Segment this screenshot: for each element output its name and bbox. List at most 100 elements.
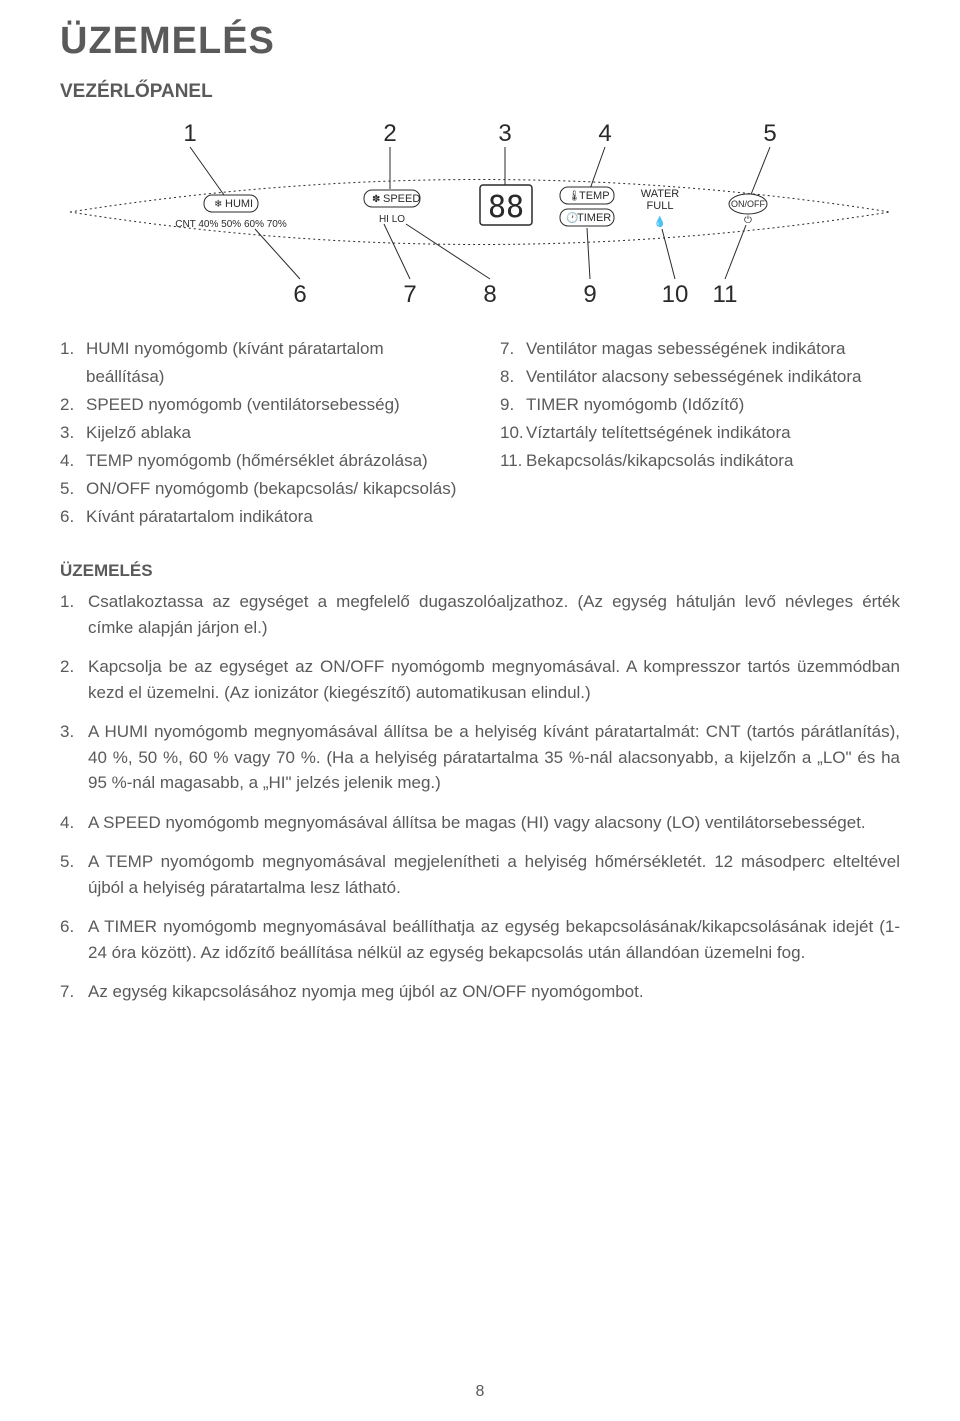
timer-label: TIMER bbox=[577, 212, 611, 224]
water-sub-label: FULL bbox=[647, 200, 674, 212]
step-number: 4. bbox=[60, 810, 88, 836]
legend-item-text: HUMI nyomógomb (kívánt páratartalom beál… bbox=[86, 335, 460, 391]
legend-item-text: Víztartály telítettségének indikátora bbox=[526, 419, 900, 447]
step-text: Csatlakoztassa az egységet a megfelelő d… bbox=[88, 589, 900, 640]
water-label: WATER bbox=[641, 188, 680, 200]
legend-item-text: SPEED nyomógomb (ventilátorsebesség) bbox=[86, 391, 460, 419]
legend-item-text: Ventilátor alacsony sebességének indikát… bbox=[526, 363, 900, 391]
step-text: A TEMP nyomógomb megnyomásával megjelení… bbox=[88, 849, 900, 900]
legend-item-number: 1. bbox=[60, 335, 86, 363]
control-panel-svg: 1 2 3 4 5 ❄ HUMI CNT 40% 50% 60% 70% bbox=[60, 117, 900, 307]
onoff-label: ON/OFF bbox=[731, 199, 765, 209]
leader-line bbox=[190, 147, 224, 195]
leader-line bbox=[406, 224, 490, 279]
legend-item-text: Ventilátor magas sebességének indikátora bbox=[526, 335, 900, 363]
control-panel-diagram: 1 2 3 4 5 ❄ HUMI CNT 40% 50% 60% 70% bbox=[60, 117, 900, 307]
legend-item-number: 4. bbox=[60, 447, 86, 475]
step-number: 3. bbox=[60, 719, 88, 745]
leader-line bbox=[255, 229, 300, 279]
leader-line bbox=[750, 147, 770, 197]
onoff-button-group: ON/OFF ⏻ bbox=[729, 194, 767, 226]
power-icon: ⏻ bbox=[744, 215, 752, 226]
legend-item-row: 9.TIMER nyomógomb (Időzítő) bbox=[500, 391, 900, 419]
leader-line bbox=[587, 228, 590, 279]
legend-item-row: 1.HUMI nyomógomb (kívánt páratartalom be… bbox=[60, 335, 460, 391]
legend-item-text: Kívánt páratartalom indikátora bbox=[86, 503, 460, 531]
step-number: 6. bbox=[60, 914, 88, 940]
section-heading: ÜZEMELÉS bbox=[60, 561, 900, 581]
display-group: 88 bbox=[480, 185, 532, 225]
step-number: 2. bbox=[60, 654, 88, 680]
step-text: A TIMER nyomógomb megnyomásával beállíth… bbox=[88, 914, 900, 965]
speed-label: SPEED bbox=[383, 193, 420, 205]
legend-item-number: 10. bbox=[500, 419, 526, 447]
legend-item-row: 4.TEMP nyomógomb (hőmérséklet ábrázolása… bbox=[60, 447, 460, 475]
step-row: 2.Kapcsolja be az egységet az ON/OFF nyo… bbox=[60, 654, 900, 705]
humi-sub-label: CNT 40% 50% 60% 70% bbox=[175, 219, 287, 230]
legend-item-row: 6.Kívánt páratartalom indikátora bbox=[60, 503, 460, 531]
callout-10: 10 bbox=[662, 281, 689, 307]
callout-1: 1 bbox=[183, 120, 196, 147]
callout-8: 8 bbox=[483, 281, 496, 307]
legend-item-number: 8. bbox=[500, 363, 526, 391]
temp-button-group: 🌡 TEMP 🕐 TIMER bbox=[560, 187, 614, 226]
callout-6: 6 bbox=[293, 281, 306, 307]
callout-9: 9 bbox=[583, 281, 596, 307]
temp-label: TEMP bbox=[579, 190, 610, 202]
legend-item-row: 10.Víztartály telítettségének indikátora bbox=[500, 419, 900, 447]
leader-line bbox=[725, 225, 746, 279]
callout-2: 2 bbox=[383, 120, 396, 147]
leader-line bbox=[384, 224, 410, 279]
steps-list: 1.Csatlakoztassa az egységet a megfelelő… bbox=[60, 589, 900, 1005]
legend-item-row: 8.Ventilátor alacsony sebességének indik… bbox=[500, 363, 900, 391]
speed-button-group: ✽ SPEED HI LO bbox=[364, 190, 420, 225]
callout-4: 4 bbox=[598, 120, 611, 147]
step-text: Az egység kikapcsolásához nyomja meg újb… bbox=[88, 979, 900, 1005]
legend-item-row: 7.Ventilátor magas sebességének indikáto… bbox=[500, 335, 900, 363]
legend-item-number: 9. bbox=[500, 391, 526, 419]
step-row: 3.A HUMI nyomógomb megnyomásával állítsa… bbox=[60, 719, 900, 796]
step-text: A SPEED nyomógomb megnyomásával állítsa … bbox=[88, 810, 900, 836]
legend-columns: 1.HUMI nyomógomb (kívánt páratartalom be… bbox=[60, 335, 900, 531]
legend-item-text: Kijelző ablaka bbox=[86, 419, 460, 447]
legend-item-number: 3. bbox=[60, 419, 86, 447]
legend-item-row: 5.ON/OFF nyomógomb (bekapcsolás/ kikapcs… bbox=[60, 475, 460, 503]
legend-item-row: 2.SPEED nyomógomb (ventilátorsebesség) bbox=[60, 391, 460, 419]
leader-line bbox=[662, 229, 675, 279]
legend-item-text: ON/OFF nyomógomb (bekapcsolás/ kikapcsol… bbox=[86, 475, 460, 503]
legend-item-number: 11. bbox=[500, 447, 526, 475]
water-full-group: WATER FULL 💧 bbox=[641, 188, 680, 228]
page-number: 8 bbox=[0, 1383, 960, 1401]
legend-item-number: 2. bbox=[60, 391, 86, 419]
legend-item-number: 7. bbox=[500, 335, 526, 363]
legend-right-column: 7.Ventilátor magas sebességének indikáto… bbox=[500, 335, 900, 531]
droplet-icon: 💧 bbox=[654, 215, 666, 228]
page-title: ÜZEMELÉS bbox=[60, 20, 900, 63]
callout-11: 11 bbox=[713, 281, 738, 307]
legend-left-column: 1.HUMI nyomógomb (kívánt páratartalom be… bbox=[60, 335, 460, 531]
step-row: 1.Csatlakoztassa az egységet a megfelelő… bbox=[60, 589, 900, 640]
callout-7: 7 bbox=[403, 281, 416, 307]
page: ÜZEMELÉS VEZÉRLŐPANEL 1 2 3 4 5 ❄ bbox=[0, 0, 960, 1421]
step-row: 7.Az egység kikapcsolásához nyomja meg ú… bbox=[60, 979, 900, 1005]
step-number: 5. bbox=[60, 849, 88, 875]
step-text: Kapcsolja be az egységet az ON/OFF nyomó… bbox=[88, 654, 900, 705]
legend-item-row: 3.Kijelző ablaka bbox=[60, 419, 460, 447]
humi-label: HUMI bbox=[225, 198, 253, 210]
step-number: 1. bbox=[60, 589, 88, 615]
legend-item-text: TIMER nyomógomb (Időzítő) bbox=[526, 391, 900, 419]
display-digits: 88 bbox=[488, 190, 524, 225]
speed-sub-label: HI LO bbox=[379, 214, 405, 225]
legend-item-number: 6. bbox=[60, 503, 86, 531]
bottom-callout-group: 6 7 8 9 10 11 bbox=[255, 224, 746, 307]
callout-5: 5 bbox=[763, 120, 776, 147]
legend-item-row: 11.Bekapcsolás/kikapcsolás indikátora bbox=[500, 447, 900, 475]
step-text: A HUMI nyomógomb megnyomásával állítsa b… bbox=[88, 719, 900, 796]
step-row: 5.A TEMP nyomógomb megnyomásával megjele… bbox=[60, 849, 900, 900]
step-row: 6.A TIMER nyomógomb megnyomásával beállí… bbox=[60, 914, 900, 965]
humi-button-group: ❄ HUMI CNT 40% 50% 60% 70% bbox=[175, 195, 287, 230]
fan-icon: ✽ bbox=[372, 194, 380, 205]
leader-line bbox=[590, 147, 605, 189]
legend-item-number: 5. bbox=[60, 475, 86, 503]
page-subtitle: VEZÉRLŐPANEL bbox=[60, 81, 900, 103]
